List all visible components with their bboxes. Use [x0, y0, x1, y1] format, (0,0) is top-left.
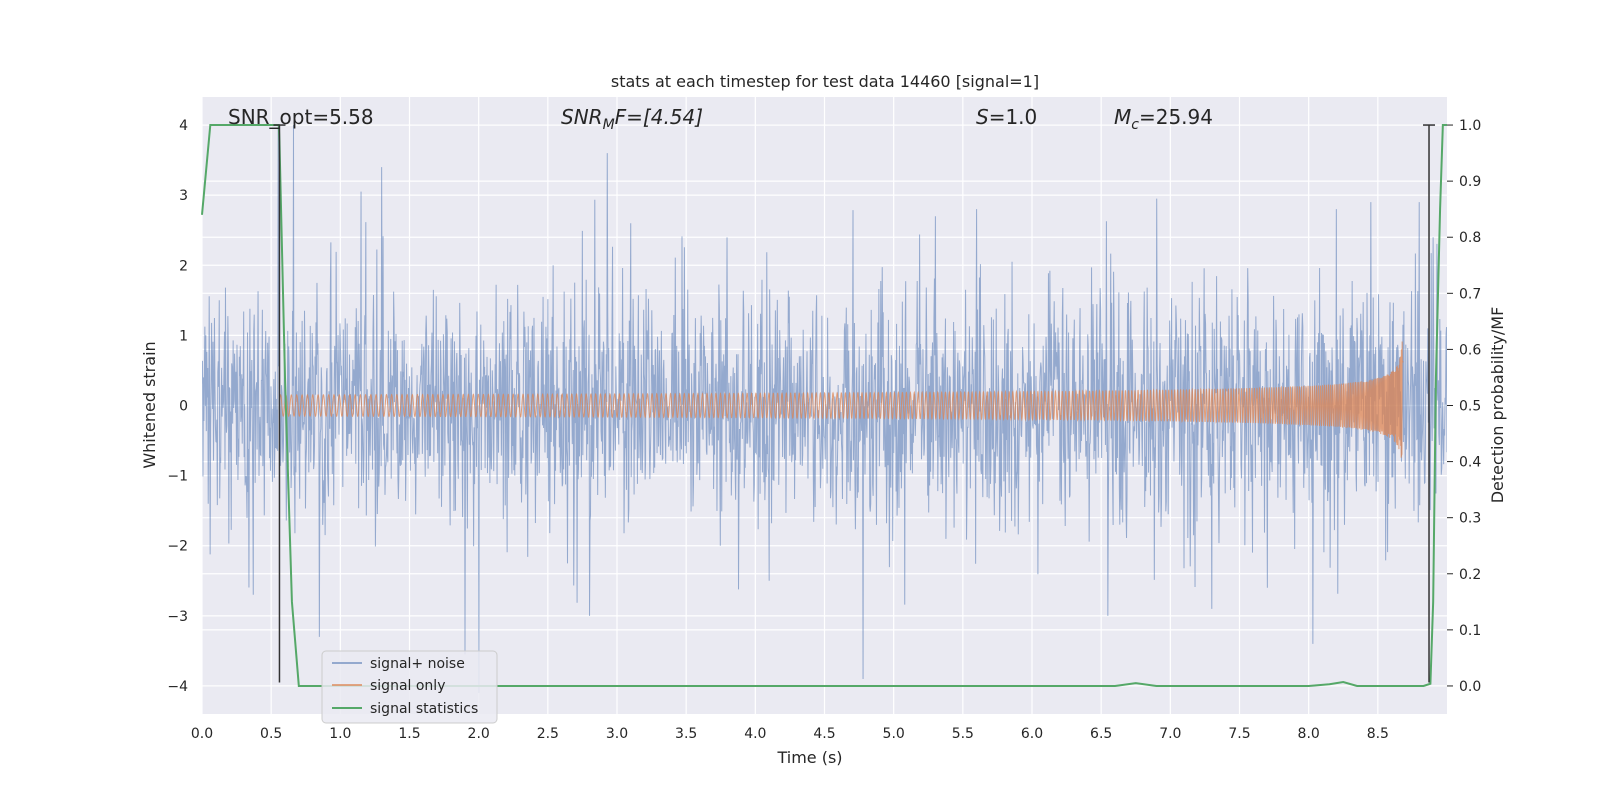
- y2-axis-label: Detection probability/MF: [1488, 307, 1507, 504]
- y2-tick-label: 0.8: [1459, 230, 1481, 246]
- chart-title: stats at each timestep for test data 144…: [611, 72, 1039, 91]
- snr-mf-prefix: SNR: [561, 105, 603, 129]
- grid: [201, 97, 1447, 714]
- x-tick-label: 0.0: [191, 726, 213, 742]
- y2-tick-label: 0.6: [1459, 342, 1481, 358]
- signal-statistics-series: [201, 124, 1447, 687]
- y-axis-ticks: −4 −3 −2 −1 0 1 2 3 4: [167, 118, 188, 695]
- x-tick-label: 5.0: [883, 726, 905, 742]
- signal-only-series: [278, 341, 1404, 458]
- x-tick-label: 6.0: [1021, 726, 1043, 742]
- mc-subscript: c: [1131, 117, 1139, 133]
- annotation-snr-opt: SNR_opt=5.58: [228, 105, 374, 129]
- x-tick-label: 1.5: [398, 726, 420, 742]
- x-tick-label: 1.0: [329, 726, 351, 742]
- y2-tick-label: 0.0: [1459, 679, 1481, 695]
- mc-label: M: [1114, 105, 1131, 129]
- legend-label-signal-only: signal only: [370, 678, 445, 694]
- y2-tick-label: 0.7: [1459, 286, 1481, 302]
- y2-tick-label: 0.1: [1459, 623, 1481, 639]
- x-tick-label: 3.5: [675, 726, 697, 742]
- y-tick-label: −4: [167, 679, 188, 695]
- x-tick-label: 7.5: [1228, 726, 1250, 742]
- y-tick-label: 3: [179, 188, 188, 204]
- x-tick-label: 7.0: [1159, 726, 1181, 742]
- snr-mf-suffix: F=[4.54]: [615, 105, 703, 129]
- y-tick-label: 2: [179, 258, 188, 274]
- x-tick-label: 4.0: [744, 726, 766, 742]
- y2-tick-label: 0.5: [1459, 399, 1481, 415]
- y-tick-label: −1: [167, 469, 188, 485]
- y2-tick-label: 0.2: [1459, 567, 1481, 583]
- s-value: =1.0: [989, 105, 1038, 129]
- x-tick-label: 4.5: [813, 726, 835, 742]
- legend-label-signal-noise: signal+ noise: [370, 656, 465, 672]
- legend: signal+ noise signal only signal statist…: [321, 650, 498, 724]
- y2-tick-label: 1.0: [1459, 118, 1481, 134]
- x-axis-ticks: 0.0 0.5 1.0 1.5 2.0 2.5 3.0 3.5 4.0 4.5 5.0 5.5 6.0 6…: [191, 726, 1389, 742]
- x-axis-label: Time (s): [776, 748, 842, 767]
- y-axis-label: Whitened strain: [140, 341, 159, 468]
- y2-tick-label: 0.4: [1459, 455, 1481, 471]
- x-tick-label: 6.5: [1090, 726, 1112, 742]
- signal-noise-series: [202, 125, 1447, 693]
- signal-statistics-line: [201, 124, 1447, 687]
- annotation-mc: Mc=25.94: [1114, 105, 1213, 133]
- y2-tick-label: 0.3: [1459, 511, 1481, 527]
- y-tick-label: −3: [167, 609, 188, 625]
- snr-mf-subscript: M: [603, 117, 615, 133]
- y2-tick-label: 0.9: [1459, 174, 1481, 190]
- legend-box: [321, 650, 498, 724]
- legend-label-signal-statistics: signal statistics: [370, 701, 478, 717]
- x-tick-label: 2.0: [468, 726, 490, 742]
- x-tick-label: 2.5: [537, 726, 559, 742]
- vertical-markers: [273, 124, 1436, 683]
- signal-only-line: [278, 341, 1404, 458]
- x-tick-label: 5.5: [952, 726, 974, 742]
- annotation-s: S=1.0: [976, 105, 1037, 129]
- x-tick-label: 3.0: [606, 726, 628, 742]
- mc-value: =25.94: [1139, 105, 1213, 129]
- y-tick-label: 1: [179, 328, 188, 344]
- y-tick-label: −2: [167, 539, 188, 555]
- x-tick-label: 8.0: [1298, 726, 1320, 742]
- y-tick-label: 0: [179, 399, 188, 415]
- y-tick-label: 4: [179, 118, 188, 134]
- signal-noise-line: [202, 125, 1447, 693]
- x-tick-label: 8.5: [1367, 726, 1389, 742]
- y2-axis-ticks: 0.0 0.1 0.2 0.3 0.4 0.5 0.6 0.7 0.8 0.9 1.0: [1447, 118, 1481, 695]
- x-tick-label: 0.5: [260, 726, 282, 742]
- annotation-snr-mf: SNRMF=[4.54]: [561, 105, 703, 133]
- s-label: S: [976, 105, 989, 129]
